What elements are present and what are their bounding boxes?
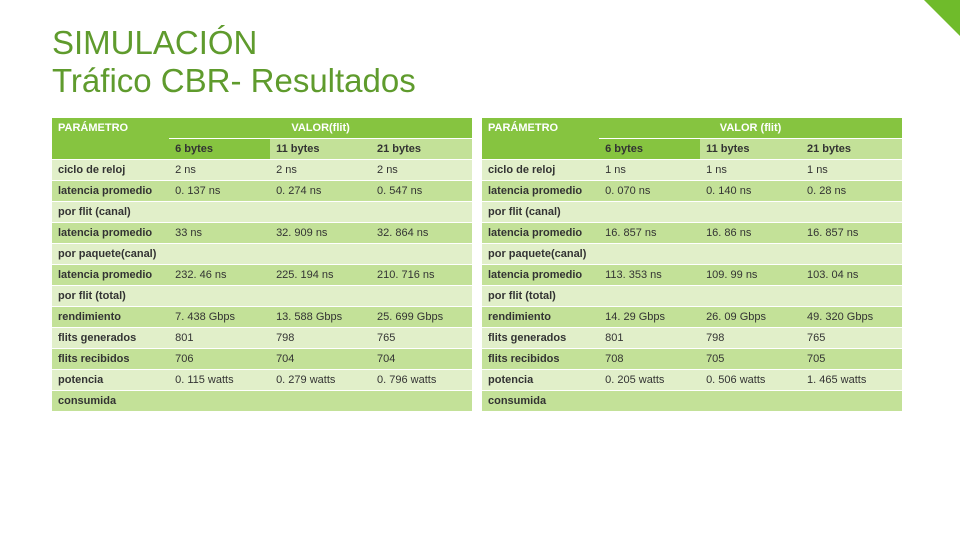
- th-11bytes: 11 bytes: [700, 138, 801, 159]
- th-valor: VALOR(flit): [169, 118, 472, 139]
- corner-leaf-icon: [924, 0, 960, 36]
- table-row: rendimiento 7. 438 Gbps 13. 588 Gbps 25.…: [52, 306, 472, 327]
- th-valor: VALOR (flit): [599, 118, 902, 139]
- slide-title: SIMULACIÓN Tráfico CBR- Resultados: [52, 24, 908, 100]
- th-21bytes: 21 bytes: [801, 138, 902, 159]
- table-row: flits generados 801 798 765: [482, 327, 902, 348]
- table-row: latencia promedio 232. 46 ns 225. 194 ns…: [52, 264, 472, 285]
- results-table-left: PARÁMETRO VALOR(flit) 6 bytes 11 bytes 2…: [52, 118, 472, 412]
- table-row: latencia promedio 113. 353 ns 109. 99 ns…: [482, 264, 902, 285]
- results-table-right: PARÁMETRO VALOR (flit) 6 bytes 11 bytes …: [482, 118, 902, 412]
- th-parametro: PARÁMETRO: [482, 118, 599, 160]
- table-row: latencia promedio 33 ns 32. 909 ns 32. 8…: [52, 222, 472, 243]
- table-row: por flit (canal): [52, 201, 472, 222]
- table-row: consumida: [482, 390, 902, 411]
- table-row: consumida: [52, 390, 472, 411]
- table-row: ciclo de reloj 1 ns 1 ns 1 ns: [482, 159, 902, 180]
- title-line-1: SIMULACIÓN: [52, 24, 257, 61]
- th-11bytes: 11 bytes: [270, 138, 371, 159]
- tables-container: PARÁMETRO VALOR(flit) 6 bytes 11 bytes 2…: [52, 118, 908, 412]
- table-row: latencia promedio 0. 137 ns 0. 274 ns 0.…: [52, 180, 472, 201]
- table-row: por paquete(canal): [52, 243, 472, 264]
- table-row: flits generados 801 798 765: [52, 327, 472, 348]
- th-6bytes: 6 bytes: [169, 138, 270, 159]
- table-row: flits recibidos 706 704 704: [52, 348, 472, 369]
- table-row: por flit (total): [52, 285, 472, 306]
- title-line-2: Tráfico CBR- Resultados: [52, 62, 416, 99]
- table-row: flits recibidos 708 705 705: [482, 348, 902, 369]
- table-row: potencia 0. 115 watts 0. 279 watts 0. 79…: [52, 369, 472, 390]
- th-21bytes: 21 bytes: [371, 138, 472, 159]
- table-row: latencia promedio 0. 070 ns 0. 140 ns 0.…: [482, 180, 902, 201]
- table-row: ciclo de reloj 2 ns 2 ns 2 ns: [52, 159, 472, 180]
- table-row: potencia 0. 205 watts 0. 506 watts 1. 46…: [482, 369, 902, 390]
- table-row: rendimiento 14. 29 Gbps 26. 09 Gbps 49. …: [482, 306, 902, 327]
- table-row: latencia promedio 16. 857 ns 16. 86 ns 1…: [482, 222, 902, 243]
- th-6bytes: 6 bytes: [599, 138, 700, 159]
- th-parametro: PARÁMETRO: [52, 118, 169, 160]
- table-row: por flit (total): [482, 285, 902, 306]
- table-row: por flit (canal): [482, 201, 902, 222]
- table-row: por paquete(canal): [482, 243, 902, 264]
